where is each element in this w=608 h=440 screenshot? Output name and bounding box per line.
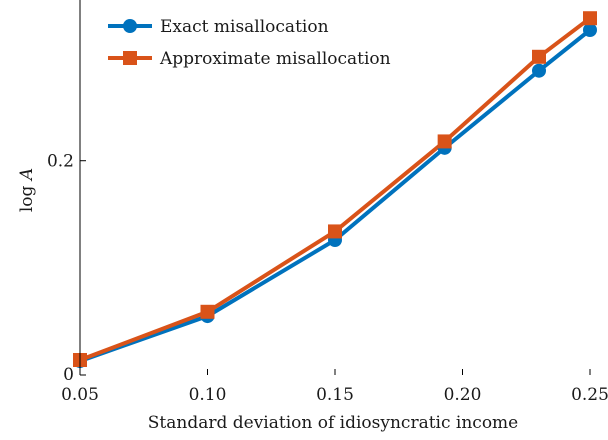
data-point (583, 23, 597, 37)
series-line-2 (78, 16, 592, 362)
y-tick-label: 0.2 (47, 152, 74, 172)
x-tick-group: 0.05 0.10 0.15 0.20 0.25 (61, 369, 608, 405)
x-axis-label: Standard deviation of idiosyncratic inco… (148, 413, 518, 433)
x-tick-label: 0.20 (444, 385, 482, 405)
data-point (200, 304, 215, 319)
legend-marker (123, 51, 137, 65)
data-point (583, 11, 597, 26)
legend-label: Approximate misallocation (159, 49, 391, 69)
data-point (437, 134, 452, 149)
legend-marker (123, 19, 137, 33)
series-line-1 (78, 28, 592, 364)
y-axis-label-var: A (17, 168, 37, 182)
data-point (532, 63, 546, 78)
plot-lines (78, 16, 592, 364)
y-axis-label: log A (17, 168, 37, 212)
x-tick-label: 0.10 (189, 385, 227, 405)
x-tick-label: 0.05 (61, 385, 99, 405)
y-tick-label: 0 (63, 365, 74, 385)
x-tick-label: 0.15 (316, 385, 354, 405)
legend-label: Exact misallocation (160, 17, 329, 37)
data-point (532, 49, 546, 64)
x-tick-label: 0.25 (571, 385, 608, 405)
y-tick-group: 00.2 (47, 152, 86, 385)
legend: Exact misallocation Approximate misalloca… (108, 17, 391, 69)
y-axis-label-prefix: log (17, 180, 37, 212)
data-point (328, 224, 342, 239)
